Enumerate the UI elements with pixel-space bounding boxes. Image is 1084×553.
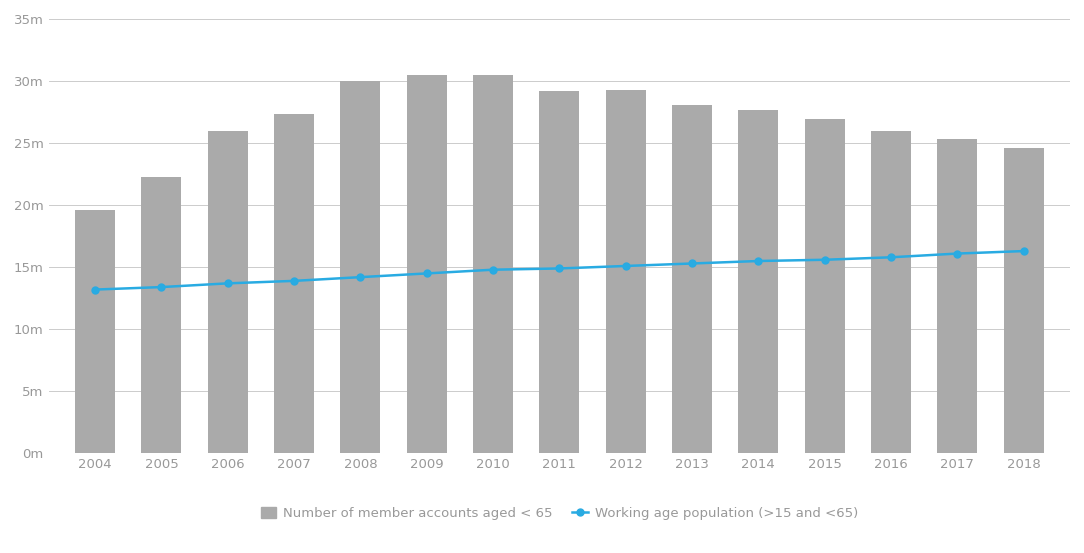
Bar <box>938 139 978 453</box>
Bar <box>75 210 115 453</box>
Bar <box>473 75 513 453</box>
Bar <box>872 131 911 453</box>
Bar <box>340 81 380 453</box>
Bar <box>540 91 579 453</box>
Legend: Number of member accounts aged < 65, Working age population (>15 and <65): Number of member accounts aged < 65, Wor… <box>256 502 863 525</box>
Bar <box>1004 148 1044 453</box>
Bar <box>738 109 778 453</box>
Bar <box>804 119 844 453</box>
Bar <box>142 176 181 453</box>
Bar <box>606 90 646 453</box>
Bar <box>406 75 447 453</box>
Bar <box>274 114 314 453</box>
Bar <box>208 131 247 453</box>
Bar <box>672 105 712 453</box>
